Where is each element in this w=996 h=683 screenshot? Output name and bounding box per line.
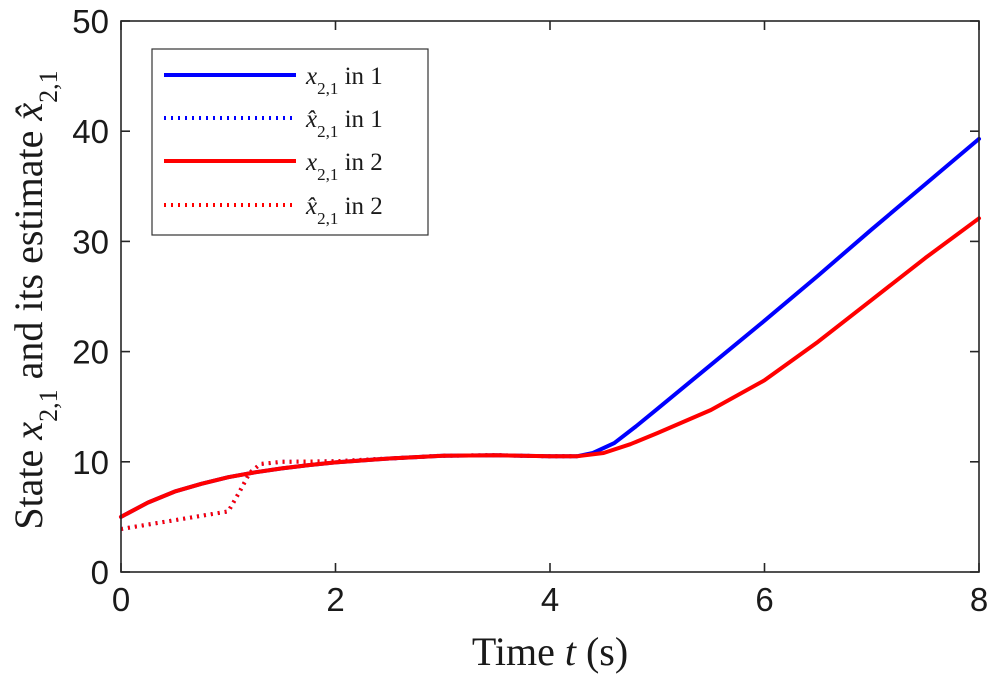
x-tick-label: 2 (326, 581, 344, 618)
y-tick-label: 10 (72, 444, 109, 481)
legend: x2,1 in 1 x̂2,1 in 1 x2,1 in 2 x̂2,1 in … (151, 48, 429, 236)
series-layer (119, 136, 981, 531)
legend-entry-2: x̂2,1 in 1 (305, 106, 383, 141)
legend-entry-4: x̂2,1 in 2 (305, 193, 383, 228)
x-tick-label: 4 (541, 581, 559, 618)
series-line-3 (119, 216, 981, 519)
x-axis-label: Time t (s) (472, 629, 628, 674)
y-tick-label: 30 (72, 223, 109, 260)
y-tick-label: 20 (72, 334, 109, 371)
axes-layer: 0 2 4 6 8 0 10 20 30 40 50 (72, 3, 988, 618)
y-tick-label: 40 (72, 113, 109, 150)
y-tick-label: 0 (91, 554, 109, 591)
y-axis-label: State x2,1 and its estimate x̂2,1 (6, 70, 63, 529)
legend-entry-1: x2,1 in 1 (305, 63, 383, 98)
y-tick-label: 50 (72, 3, 109, 40)
x-tick-label: 6 (755, 581, 773, 618)
legend-entry-3: x2,1 in 2 (305, 149, 383, 184)
x-tick-label: 0 (112, 581, 130, 618)
x-tick-label: 8 (970, 581, 988, 618)
